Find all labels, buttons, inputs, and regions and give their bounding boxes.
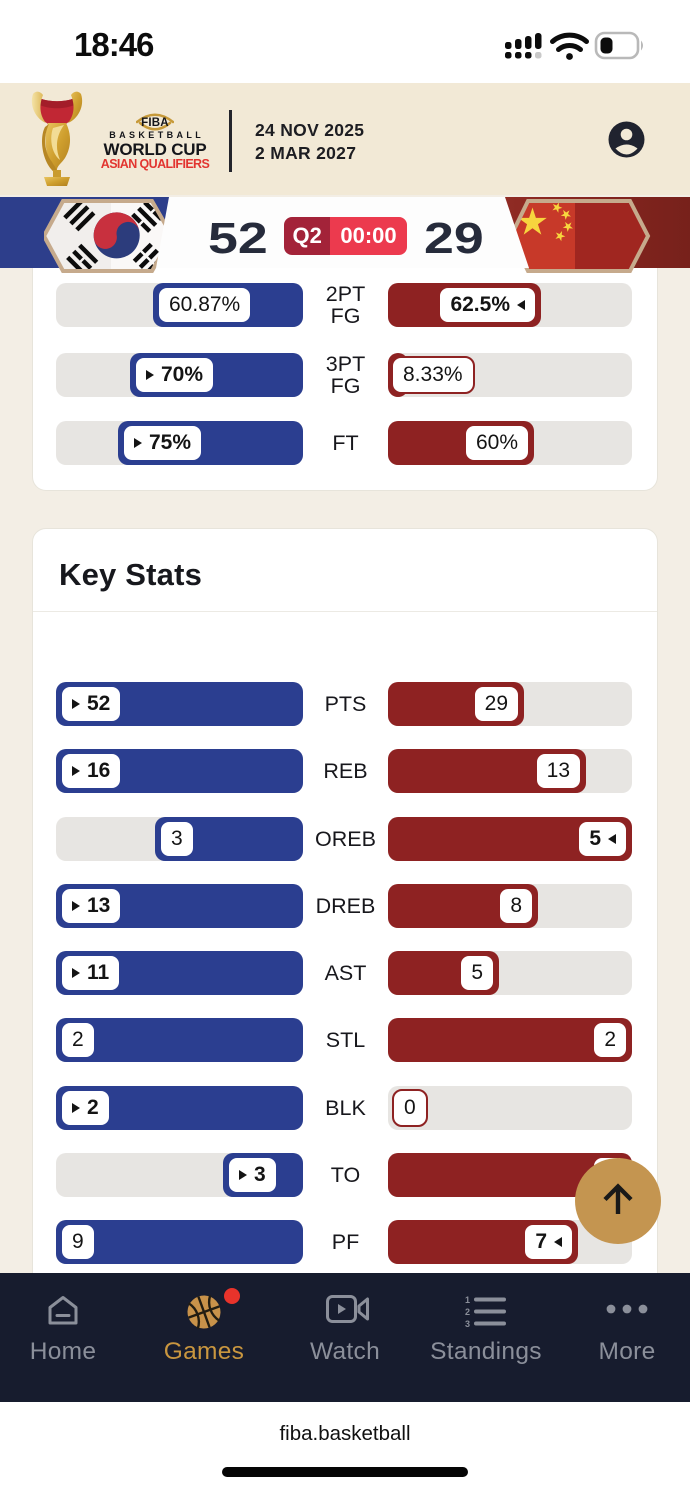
svg-text:1: 1 [465,1295,470,1305]
svg-text:3: 3 [465,1319,470,1329]
svg-text:2: 2 [465,1307,470,1317]
